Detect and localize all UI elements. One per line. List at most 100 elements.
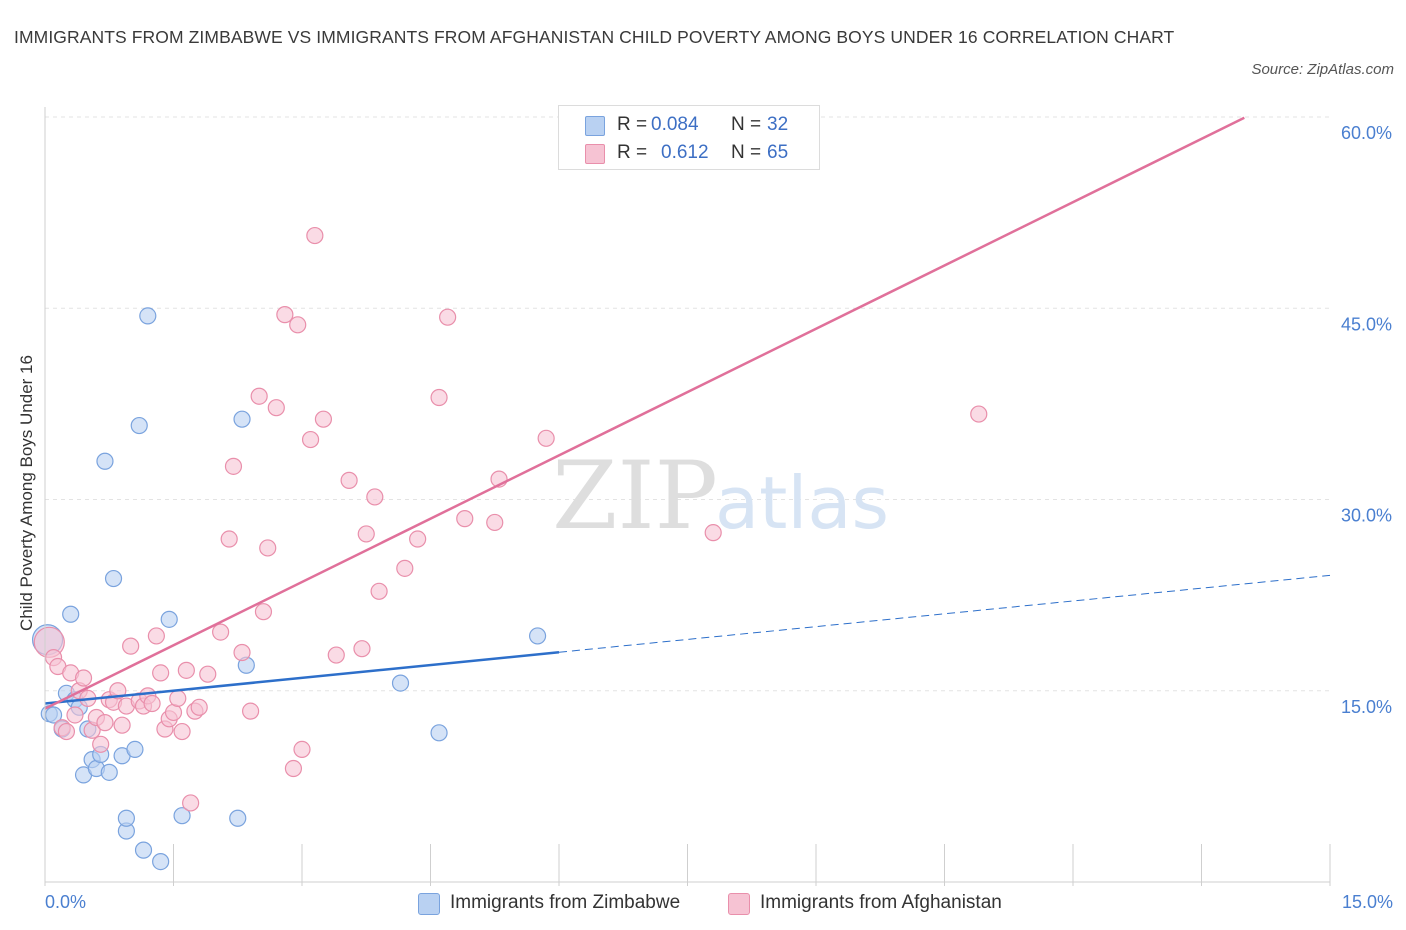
afghanistan-point (74, 669, 93, 687)
afghanistan-point (182, 794, 200, 812)
y-axis-title: Child Poverty Among Boys Under 16 (17, 355, 36, 631)
zimbabwe-point (160, 610, 178, 628)
afghanistan-point (284, 759, 303, 778)
afghanistan-point (970, 405, 988, 423)
zimbabwe-point (96, 452, 114, 470)
x-tick-label: 15.0% (1342, 892, 1393, 912)
afghanistan-point (96, 714, 114, 732)
afghanistan-point (190, 698, 208, 716)
trend-lines (44, 116, 1331, 710)
zimbabwe-point (528, 627, 547, 645)
data-points (31, 226, 988, 871)
afghanistan-point (152, 664, 170, 682)
zimbabwe-point (152, 852, 170, 871)
series-legend: Immigrants from Zimbabwe Immigrants from… (0, 888, 1406, 918)
zimbabwe-point (430, 724, 448, 742)
afghanistan-point (370, 582, 388, 600)
legend-swatch-zimbabwe (585, 116, 605, 136)
watermark-zip: ZIP (552, 442, 718, 551)
afghanistan-point (66, 706, 84, 724)
legend-r-value: 0.612 (661, 142, 709, 163)
zimbabwe-trend-extension (558, 574, 1331, 653)
legend-r-value: 0.084 (651, 114, 699, 135)
afghanistan-point (430, 388, 448, 407)
afghanistan-point (357, 525, 375, 543)
zimbabwe-point (126, 740, 144, 759)
y-tick-label: 30.0% (1341, 506, 1392, 526)
afghanistan-point (353, 640, 371, 658)
afghanistan-point (250, 387, 268, 405)
series-label-zimbabwe: Immigrants from Zimbabwe (450, 892, 681, 913)
zimbabwe-point (130, 416, 148, 435)
legend-n-value: 65 (767, 142, 789, 163)
series-swatch-zimbabwe (418, 893, 440, 915)
zimbabwe-point (233, 410, 251, 428)
afghanistan-point (396, 559, 414, 577)
legend-n-value: 32 (767, 114, 789, 135)
watermark-atlas: atlas (715, 461, 889, 545)
zimbabwe-point (134, 841, 153, 859)
afghanistan-point (92, 735, 110, 753)
afghanistan-point (306, 226, 324, 245)
series-swatch-afghanistan (728, 893, 750, 915)
afghanistan-point (409, 530, 427, 548)
legend-r-label: R = (617, 114, 648, 135)
afghanistan-point (177, 661, 195, 679)
afghanistan-point (276, 306, 294, 324)
afghanistan-point (439, 308, 457, 326)
afghanistan-point (486, 513, 504, 532)
afghanistan-point (122, 637, 140, 655)
chart-title: IMMIGRANTS FROM ZIMBABWE VS IMMIGRANTS F… (14, 27, 1175, 47)
zimbabwe-point (44, 706, 63, 724)
zimbabwe-point (100, 763, 118, 781)
afghanistan-point (254, 603, 273, 621)
tick-labels: 15.0% 30.0% 45.0% 60.0% 0.0% 15.0% (45, 123, 1393, 912)
afghanistan-point (173, 722, 191, 741)
legend-n-label: N = (731, 142, 762, 163)
afghanistan-point (224, 457, 243, 475)
x-tick-label: 0.0% (45, 892, 86, 912)
afghanistan-point (301, 430, 320, 449)
legend-n-label: N = (731, 114, 762, 135)
grid-lines (45, 116, 1330, 692)
afghanistan-point (456, 510, 474, 528)
zimbabwe-point (139, 307, 157, 325)
y-tick-label: 60.0% (1341, 123, 1392, 143)
afghanistan-point (289, 316, 307, 334)
afghanistan-point (169, 689, 187, 708)
afghanistan-point (233, 643, 251, 662)
y-tick-label: 45.0% (1341, 314, 1392, 334)
chart-source: Source: ZipAtlas.com (1251, 61, 1394, 78)
afghanistan-trend-line (44, 116, 1245, 710)
afghanistan-point (366, 488, 384, 506)
zimbabwe-trend-line (44, 651, 560, 705)
afghanistan-point (293, 740, 311, 759)
afghanistan-point (340, 471, 358, 489)
afghanistan-point (537, 429, 555, 447)
legend-r-label: R = (617, 142, 648, 163)
afghanistan-point (143, 694, 161, 713)
afghanistan-point (212, 623, 230, 641)
zimbabwe-point (117, 809, 135, 827)
afghanistan-point (327, 646, 345, 664)
correlation-legend: R = 0.084 N = 32 R = 0.612 N = 65 (558, 105, 820, 170)
afghanistan-point (259, 539, 277, 557)
afghanistan-point (199, 665, 217, 683)
afghanistan-point (704, 524, 722, 542)
axes (44, 107, 1331, 886)
afghanistan-point (267, 399, 285, 417)
zimbabwe-point (391, 674, 410, 692)
zimbabwe-point (62, 605, 80, 623)
afghanistan-point (147, 627, 165, 645)
y-tick-label: 15.0% (1341, 697, 1392, 717)
legend-swatch-afghanistan (585, 144, 605, 164)
afghanistan-point (242, 702, 260, 720)
zimbabwe-point (104, 569, 123, 588)
zimbabwe-point (173, 807, 191, 825)
afghanistan-point (57, 722, 76, 741)
series-label-afghanistan: Immigrants from Afghanistan (760, 892, 1002, 913)
afghanistan-point (220, 530, 238, 548)
zimbabwe-point (229, 809, 247, 827)
afghanistan-point (314, 410, 333, 428)
